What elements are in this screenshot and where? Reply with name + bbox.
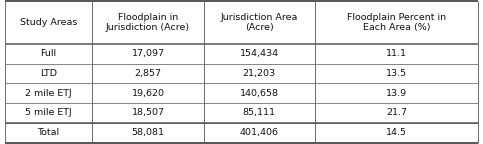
Text: 21.7: 21.7 [386,108,407,117]
Text: Jurisdiction Area
(Acre): Jurisdiction Area (Acre) [221,13,298,32]
Text: 17,097: 17,097 [131,49,165,58]
Text: 13.9: 13.9 [386,89,407,98]
Text: LTD: LTD [40,69,57,78]
Text: Total: Total [38,128,60,137]
Text: 21,203: 21,203 [242,69,276,78]
Text: 140,658: 140,658 [240,89,279,98]
Text: 5 mile ETJ: 5 mile ETJ [25,108,72,117]
Text: 11.1: 11.1 [386,49,407,58]
Text: 401,406: 401,406 [240,128,279,137]
Text: 2 mile ETJ: 2 mile ETJ [25,89,72,98]
Text: 154,434: 154,434 [240,49,279,58]
Text: 19,620: 19,620 [131,89,165,98]
Text: 18,507: 18,507 [131,108,165,117]
Text: Study Areas: Study Areas [20,18,77,27]
Text: Floodplain Percent in
Each Area (%): Floodplain Percent in Each Area (%) [347,13,446,32]
Text: 2,857: 2,857 [134,69,161,78]
Text: Floodplain in
Jurisdiction (Acre): Floodplain in Jurisdiction (Acre) [106,13,190,32]
Text: 13.5: 13.5 [386,69,407,78]
Text: 85,111: 85,111 [243,108,276,117]
Text: 14.5: 14.5 [386,128,407,137]
Text: 58,081: 58,081 [131,128,165,137]
Text: Full: Full [41,49,57,58]
